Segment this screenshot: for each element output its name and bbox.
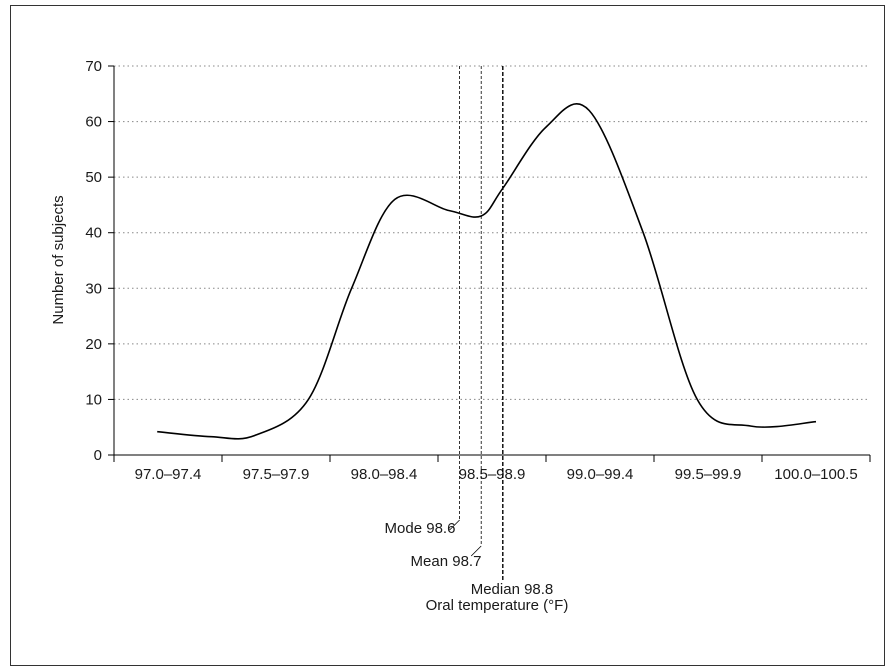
- x-tick-label-1: 97.5–97.9: [243, 466, 310, 483]
- x-tick-label-5: 99.5–99.9: [675, 466, 742, 483]
- y-tick-label-10: 10: [85, 391, 102, 408]
- y-tick-label-20: 20: [85, 336, 102, 353]
- axes: [108, 66, 870, 456]
- x-axis-title: Oral temperature (°F): [426, 597, 569, 614]
- x-tick-label-6: 100.0–100.5: [774, 466, 857, 483]
- y-tick-label-70: 70: [85, 58, 102, 75]
- gridlines: [114, 65, 870, 400]
- y-tick-label-40: 40: [85, 225, 102, 242]
- y-tick-label-30: 30: [85, 280, 102, 297]
- y-tick-label-60: 60: [85, 114, 102, 131]
- x-ticks: 97.0–97.4 97.5–97.9 98.0–98.4 98.5–98.9 99.0…: [113, 455, 871, 483]
- x-tick-label-2: 98.0–98.4: [351, 466, 418, 483]
- annotation-leader-1: [470, 545, 482, 557]
- annotation-label-2: Median 98.8: [471, 581, 554, 598]
- y-tick-label-0: 0: [94, 447, 102, 464]
- y-tick-label-50: 50: [85, 169, 102, 186]
- annotations: Mode 98.6 Mean 98.7 Median 98.8: [385, 66, 554, 598]
- annotation-label-0: Mode 98.6: [385, 520, 456, 537]
- distribution-curve: [157, 103, 817, 440]
- x-tick-label-0: 97.0–97.4: [135, 466, 202, 483]
- y-ticks: 0 10 20 30 40 50 60 70: [85, 58, 114, 464]
- annotation-label-1: Mean 98.7: [411, 553, 482, 570]
- x-tick-label-4: 99.0–99.4: [567, 466, 634, 483]
- chart-frame: [10, 5, 885, 666]
- annotation-leader-0: [449, 519, 460, 531]
- x-tick-label-3: 98.5–98.9: [459, 466, 526, 483]
- y-axis-title: Number of subjects: [50, 195, 67, 324]
